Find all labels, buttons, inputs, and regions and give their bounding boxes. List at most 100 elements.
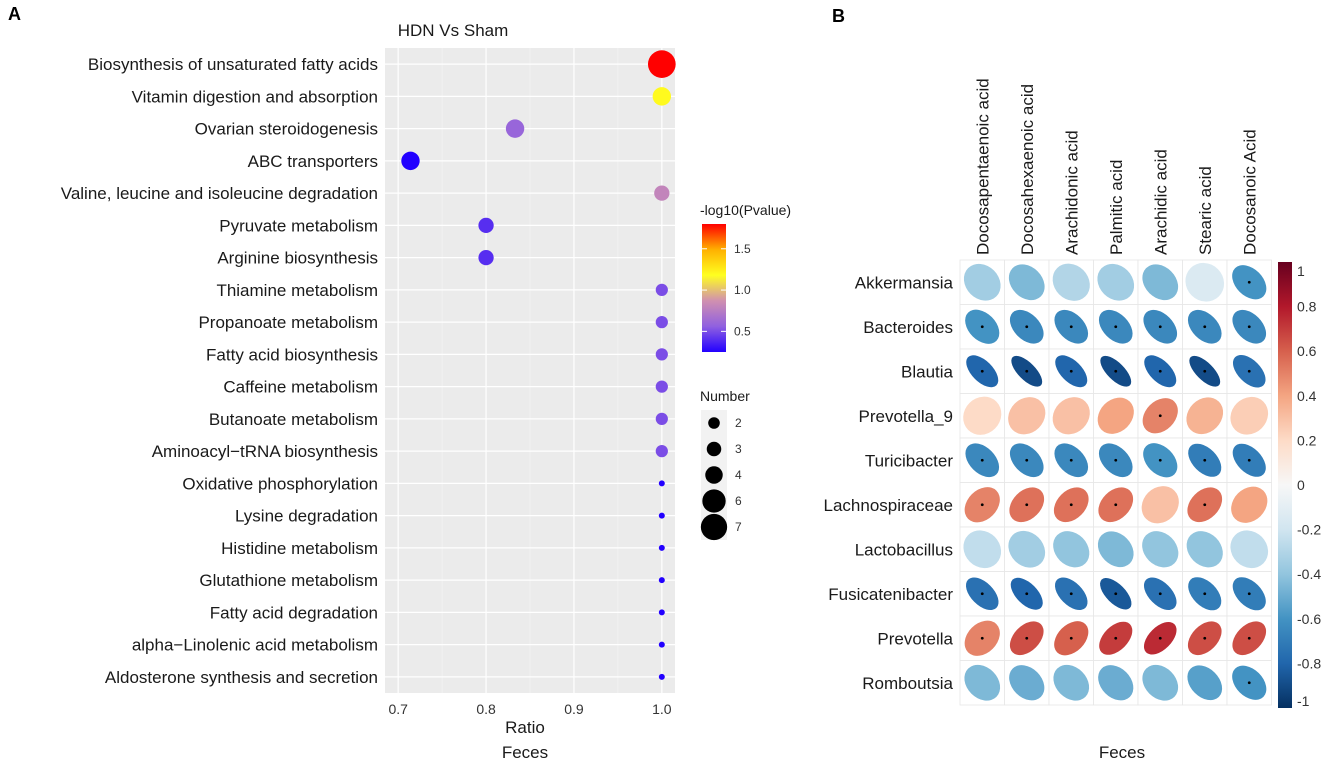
correlation-ellipse <box>964 664 1001 701</box>
bubble-point <box>658 609 665 616</box>
significance-dot <box>1114 503 1118 507</box>
bubble-point <box>647 50 676 78</box>
significance-dot <box>1025 503 1029 507</box>
bubble-point <box>658 641 665 648</box>
pvalue-legend-title: -log10(Pvalue) <box>700 202 791 218</box>
row-label: Prevotella <box>877 629 953 648</box>
colorbar-tick-label: 1 <box>1297 263 1305 279</box>
significance-dot <box>1247 458 1251 462</box>
significance-dot <box>1203 325 1207 329</box>
colorbar-tick-label: -0.6 <box>1297 611 1321 627</box>
correlation-ellipse <box>1097 397 1134 434</box>
bubble-point <box>655 316 668 329</box>
number-legend-label: 2 <box>735 416 742 430</box>
significance-dot <box>1069 636 1073 640</box>
number-legend-dot <box>702 489 726 513</box>
y-tick-label: Aminoacyl−tRNA biosynthesis <box>152 442 378 461</box>
correlation-ellipse <box>963 263 1001 301</box>
pvalue-legend-tick-label: 1.5 <box>734 242 751 256</box>
significance-dot <box>1247 369 1251 373</box>
correlation-ellipse <box>1053 531 1090 568</box>
row-label: Bacteroides <box>863 318 953 337</box>
significance-dot <box>1203 458 1207 462</box>
significance-dot <box>1069 592 1073 596</box>
row-label: Blautia <box>901 362 954 381</box>
significance-dot <box>1114 592 1118 596</box>
correlation-cells <box>959 259 1272 706</box>
pvalue-legend-tick-label: 1.0 <box>734 283 751 297</box>
row-label: Prevotella_9 <box>858 407 953 426</box>
panel-a-label: A <box>8 4 21 24</box>
bubble-point <box>655 445 668 458</box>
y-tick-label: Caffeine metabolism <box>223 378 378 397</box>
bubble-point <box>478 249 494 266</box>
colorbar-tick-label: -0.4 <box>1297 566 1321 582</box>
y-tick-label: Aldosterone synthesis and secretion <box>105 668 378 687</box>
column-label: Arachidic acid <box>1151 149 1170 255</box>
bubble-point <box>658 673 665 680</box>
significance-dot <box>1025 325 1029 329</box>
significance-dot <box>1069 325 1073 329</box>
colorbar-tick-label: -0.2 <box>1297 522 1321 538</box>
bubble-point <box>654 185 670 201</box>
correlation-ellipse <box>1142 664 1179 701</box>
row-label: Lachnospiraceae <box>824 496 953 515</box>
significance-dot <box>1203 503 1207 507</box>
bubble-point <box>655 380 668 393</box>
x-tick-label: 0.7 <box>388 701 408 717</box>
bubble-chart: HDN Vs Sham Biosynthesis of unsaturated … <box>61 21 791 762</box>
significance-dot <box>1114 458 1118 462</box>
significance-dot <box>1203 369 1207 373</box>
y-tick-label: Valine, leucine and isoleucine degradati… <box>61 184 378 203</box>
colorbar-tick-label: -0.8 <box>1297 655 1321 671</box>
significance-dot <box>1203 592 1207 596</box>
correlation-ellipse <box>1187 665 1223 701</box>
y-tick-label: Ovarian steroidogenesis <box>195 120 378 139</box>
correlation-colorbar <box>1278 262 1292 708</box>
significance-dot <box>1025 592 1029 596</box>
correlation-ellipse <box>1097 263 1135 301</box>
significance-dot <box>1069 458 1073 462</box>
column-label: Docosahexaenoic acid <box>1018 84 1037 255</box>
gridlines <box>385 48 675 693</box>
number-legend-items: 2 3 4 6 7 <box>700 410 742 541</box>
correlation-ellipse <box>963 396 1002 435</box>
y-tick-label: Oxidative phosphorylation <box>182 474 378 493</box>
row-label: Turicibacter <box>865 451 954 470</box>
significance-dot <box>1158 636 1162 640</box>
y-tick-label: Fatty acid biosynthesis <box>206 345 378 364</box>
significance-dot <box>1025 369 1029 373</box>
y-tick-label: Propanoate metabolism <box>198 313 378 332</box>
y-tick-label: Pyruvate metabolism <box>219 216 378 235</box>
bubble-point <box>655 348 668 361</box>
number-legend-dot <box>708 417 720 429</box>
correlation-ellipse <box>1185 262 1225 302</box>
correlation-ellipse <box>1098 665 1134 701</box>
correlation-heatmap: Docosapentaenoic acid Docosahexaenoic aci… <box>824 78 1322 762</box>
y-tick-label: Thiamine metabolism <box>216 281 378 300</box>
column-label: Stearic acid <box>1196 166 1215 255</box>
x-tick-labels: 0.7 0.8 0.9 1.0 <box>388 701 671 717</box>
y-tick-label: Biosynthesis of unsaturated fatty acids <box>88 55 378 74</box>
significance-dot <box>1247 592 1251 596</box>
number-legend-dot <box>705 466 723 484</box>
correlation-ellipse <box>1008 264 1045 301</box>
correlation-ellipse <box>1186 397 1224 435</box>
significance-dot <box>1158 592 1162 596</box>
bubble-chart-title: HDN Vs Sham <box>398 21 509 40</box>
correlation-ellipse <box>1009 665 1045 701</box>
bubble-point <box>478 217 494 234</box>
y-tick-label: Arginine biosynthesis <box>217 249 378 268</box>
significance-dot <box>980 503 984 507</box>
y-tick-label: Fatty acid degradation <box>210 603 378 622</box>
significance-dot <box>1025 458 1029 462</box>
heatmap-x-label: Feces <box>1099 743 1145 762</box>
significance-dot <box>1247 681 1251 685</box>
correlation-ellipse <box>1052 263 1090 301</box>
correlation-ellipse <box>963 530 1002 569</box>
correlation-ellipse <box>1097 531 1134 568</box>
bubble-points <box>401 50 676 680</box>
pvalue-legend-tick-label: 0.5 <box>734 324 751 338</box>
y-tick-label: Butanoate metabolism <box>209 410 378 429</box>
